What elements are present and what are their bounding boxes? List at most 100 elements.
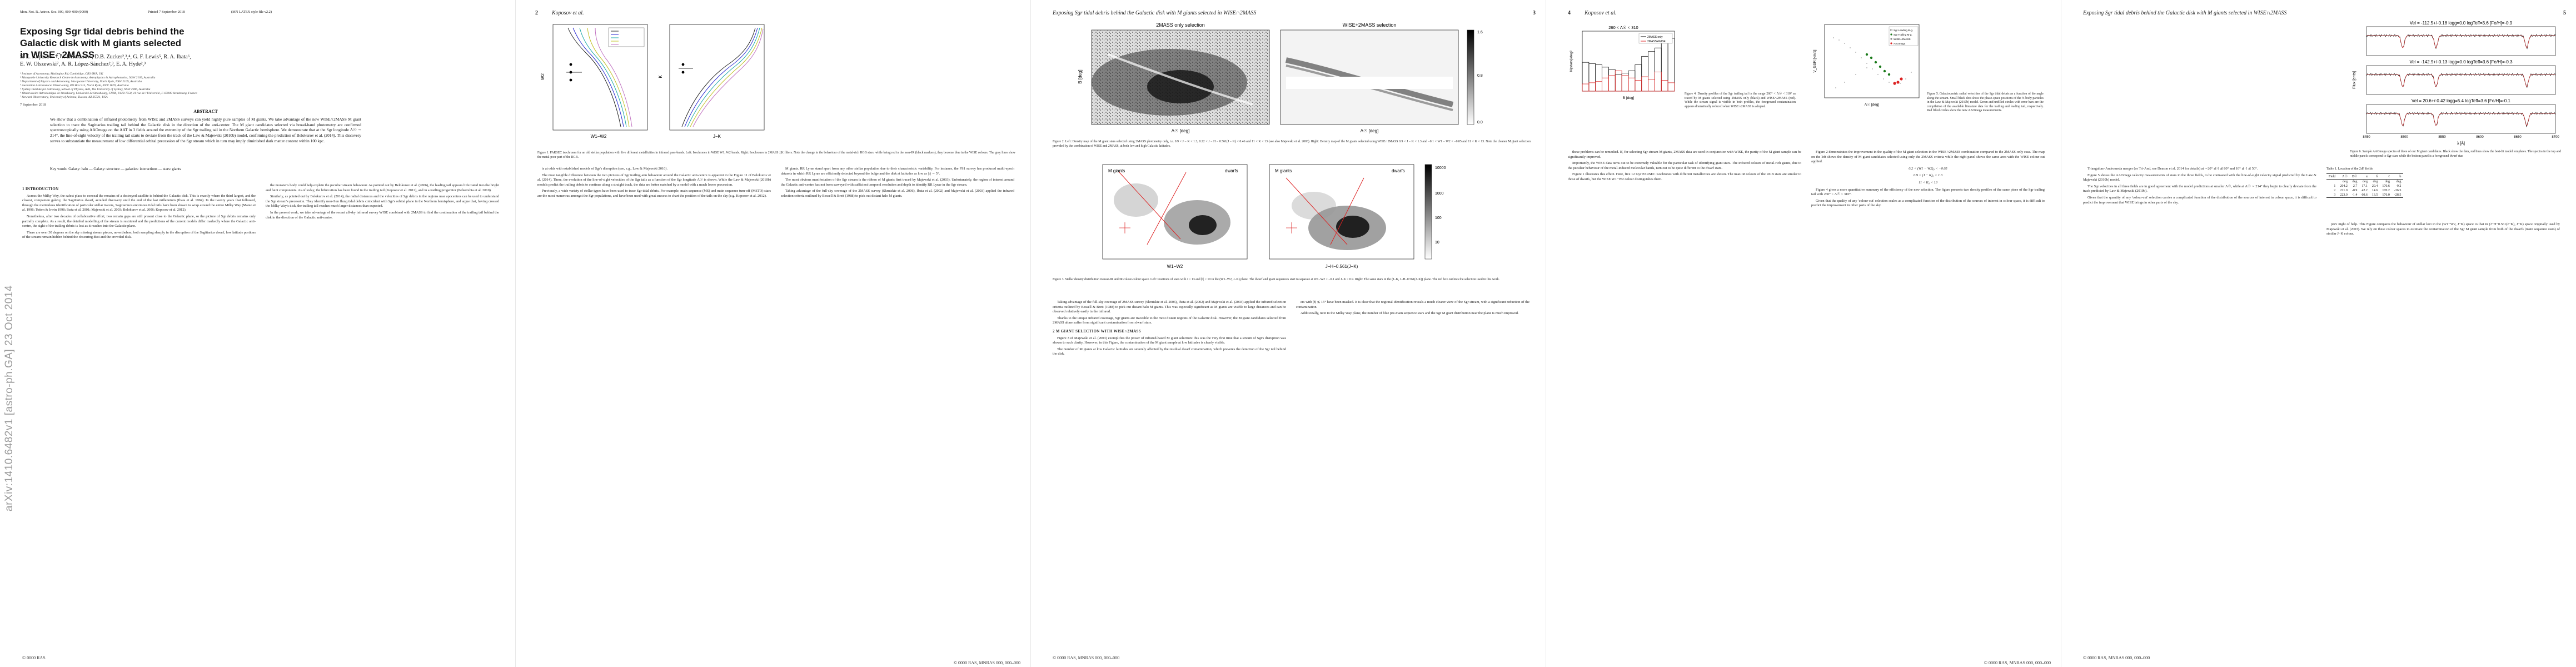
x-tick-labels: 8450 8500 8550 8600 8650 8700 xyxy=(2363,136,2559,139)
intro-left-column: 1 INTRODUCTION Across the Milky Way, the… xyxy=(22,183,256,242)
equation: 0.2 < (W1 − W2)₀ < −0.05 xyxy=(1909,166,1947,171)
page-4-right-column: Figure 2 demonstrates the improvement in… xyxy=(1811,150,2045,210)
paper-title: Exposing Sgr tidal debris behind the Gal… xyxy=(20,26,185,60)
section-heading: 1 INTRODUCTION xyxy=(22,187,59,191)
paragraph: Thanks to the unique infrared coverage, … xyxy=(1053,316,1286,325)
table-1-caption: Table 1. Location of the 2dF fields xyxy=(2326,167,2373,171)
table-cell: -9.2 xyxy=(2395,185,2401,188)
svg-text:10000: 10000 xyxy=(1435,166,1446,170)
paragraph: Figure 2 demonstrates the improvement in… xyxy=(1811,150,2045,164)
svg-text:100: 100 xyxy=(1435,216,1442,220)
table-cell: 176.0 xyxy=(2382,193,2390,197)
running-head: Koposov et al. xyxy=(552,10,584,16)
table-header: δ xyxy=(2376,175,2378,178)
footer-copyright: © 0000 RAS, MNRAS 000, 000–000 xyxy=(2083,655,2150,660)
table-header: α xyxy=(2365,175,2368,178)
table-cell: 204.2 xyxy=(2340,185,2348,188)
panel-title: 2MASS only selection xyxy=(1156,22,1205,28)
tick-label: 8700 xyxy=(2552,136,2559,139)
panel-label-giants: M giants xyxy=(1275,168,1292,173)
paragraph: Taking advantage of the full-sky coverag… xyxy=(781,189,1014,198)
colorbar: 1.6 0.8 0.0 xyxy=(1467,29,1483,125)
paragraph: ers with |b| ≲ 15° have been masked. It … xyxy=(1296,300,1529,309)
page-number: 2 xyxy=(535,10,538,16)
legend: Sgr Leading M-g. Sgr Trailing M-g. WISE∩… xyxy=(1889,26,1919,46)
running-head: Exposing Sgr tidal debris behind the Gal… xyxy=(1053,10,1257,16)
density-map-2mass: B [deg] Λ☉ [deg] xyxy=(1078,29,1270,133)
spectrum-panel: Vel = -112.5+/-0.18 logg=0.0 logTeff=3.6… xyxy=(2366,21,2556,56)
running-head: Exposing Sgr tidal debris behind the Gal… xyxy=(2083,10,2287,16)
paragraph: Figure 3 of Majewski et al. (2003) exemp… xyxy=(1053,336,1286,345)
figure-5-velocity-plot: Sgr Leading M-g. Sgr Trailing M-g. WISE∩… xyxy=(1813,24,1920,107)
svg-text:Λ☉ [deg]: Λ☉ [deg] xyxy=(1361,128,1379,133)
page-5-footer: © 0000 RAS, MNRAS 000, 000–000 xyxy=(2083,655,2566,660)
affiliation: ⁴ Australian Astronomical Observatory, P… xyxy=(20,84,129,87)
table-cell xyxy=(2326,180,2338,185)
table-cell: 2.7 xyxy=(2353,185,2358,188)
table-cell: deg xyxy=(2373,180,2378,183)
svg-text:W1−W2: W1−W2 xyxy=(591,134,607,139)
legend-entry: 2MASS+WISE xyxy=(1647,40,1666,43)
page-3-left-column: Taking advantage of the full-sky coverag… xyxy=(1053,300,1286,359)
table-cell: 170.2 xyxy=(2382,189,2390,192)
table-header-row: Field Λ☉ B☉ α δ ℓ b xyxy=(2326,173,2404,180)
svg-text:0.8: 0.8 xyxy=(1477,74,1483,78)
table-header: Field xyxy=(2329,175,2336,178)
arxiv-stamp-text: arXiv:1410.6482v1 [astro-ph.GA] 23 Oct 2… xyxy=(3,285,15,511)
paragraph: these problems can be remedied. If, for … xyxy=(1568,150,1801,159)
table-cell: 14.6 xyxy=(2371,189,2378,192)
equation: 11 < K₀ < 13 xyxy=(1919,180,1937,185)
histogram-series-group xyxy=(1582,38,1675,92)
affiliation: ³ Department of Physics and Astronomy, M… xyxy=(20,80,142,83)
page-number: 4 xyxy=(1568,10,1571,16)
figure-2-density-maps: 2MASS only selection WISE+2MASS selectio… xyxy=(1078,22,1483,133)
page-number: 5 xyxy=(2563,10,2566,16)
panel-label-giants: M giants xyxy=(1108,168,1125,173)
spectrum-title: Vel = -112.5+/-0.18 logg=0.0 logTeff=3.6… xyxy=(2410,21,2513,26)
paragraph: Similarly, as pointed out by Belokurov e… xyxy=(266,195,499,208)
paragraph: There are over 30 degrees on the sky mis… xyxy=(22,230,256,240)
svg-text:B [deg]: B [deg] xyxy=(1078,69,1083,83)
figure-6-spectra: Vel = -112.5+/-0.18 logg=0.0 logTeff=3.6… xyxy=(2353,21,2559,146)
figure-4-caption: Figure 4. Density profiles of the Sgr tr… xyxy=(1685,92,1796,108)
figure-1-isochrones: W1−W2 W2 J−K K xyxy=(540,24,765,139)
table-cell: -36.5 xyxy=(2394,189,2401,192)
colorbar: 10000 1000 100 10 xyxy=(1424,164,1446,260)
tick-label: 8450 xyxy=(2363,136,2370,139)
table-row: 1 204.2 2.7 17.1 29.4 170.6 -9.2 xyxy=(2326,184,2403,188)
table-cell: 60.6 xyxy=(2361,193,2368,197)
page-2-header: 2 Koposov et al. xyxy=(535,10,1020,16)
figure-6-caption: Figure 6. Sample AAOmega spectra of thre… xyxy=(2350,150,2561,158)
page-5-right-column: prev night of help. This Figure compares… xyxy=(2326,222,2560,238)
table-cell: 170.6 xyxy=(2382,185,2390,188)
running-head: Koposov et al. xyxy=(1585,10,1617,16)
paragraph: prev night of help. This Figure compares… xyxy=(2326,222,2560,236)
paragraph: Figure 5 shows the AAOmega velocity meas… xyxy=(2083,173,2316,182)
footer-copyright: © 0000 RAS, MNRAS 000, 000–000 xyxy=(1984,660,2051,665)
x-axis-label: B [deg] xyxy=(1623,96,1635,100)
isochrone-panel-2mass: J−K K xyxy=(658,24,765,139)
paragraph: The Sgr velocities in all three fields a… xyxy=(2083,184,2316,193)
affiliation: ⁵ Sydney Institute for Astronomy, School… xyxy=(20,88,151,91)
x-axis-label: λ [Å] xyxy=(2457,141,2465,146)
paragraph: Previously, a wide variety of stellar ty… xyxy=(537,189,771,198)
legend-entry: Sgr Trailing M-g. xyxy=(1894,33,1912,36)
table-cell: -28.5 xyxy=(2394,193,2401,197)
panel-title: WISE+2MASS selection xyxy=(1343,22,1397,28)
section-heading: 2 M GIANT SELECTION WITH WISE∩2MASS xyxy=(1053,328,1141,334)
table-header: b xyxy=(2399,175,2401,178)
abstract: ABSTRACT We show that a combination of i… xyxy=(50,109,361,144)
page-2: 2 Koposov et al. W1−W2 W2 xyxy=(515,0,1030,667)
cc-panel-wise: M giants dwarfs W1−W2 xyxy=(1102,164,1248,269)
svg-text:J−H−0.561(J−K): J−H−0.561(J−K) xyxy=(1326,264,1358,269)
table-1: Field Λ☉ B☉ α δ ℓ b deg deg deg deg deg … xyxy=(2326,173,2404,198)
figure-5-caption: Figure 5. Galactocentric radial velociti… xyxy=(1927,92,2044,113)
svg-text:W2: W2 xyxy=(540,73,545,80)
affiliation: ⁶ Observatoire Astronomique de Strasbour… xyxy=(20,92,197,95)
spectrum-title: Vel = 20.6+/-0.42 logg=5.4 logTeff=3.6 [… xyxy=(2411,98,2511,103)
table-units-row: deg deg deg deg deg deg xyxy=(2326,180,2403,185)
style-line: (MN LATEX style file v2.2) xyxy=(231,10,272,14)
page-4-header: 4 Koposov et al. xyxy=(1568,10,2051,16)
page-1-footer: © 0000 RAS xyxy=(22,655,505,660)
paragraph: Triangulum-Andromeda merger (or Tri-And,… xyxy=(2087,167,2258,171)
